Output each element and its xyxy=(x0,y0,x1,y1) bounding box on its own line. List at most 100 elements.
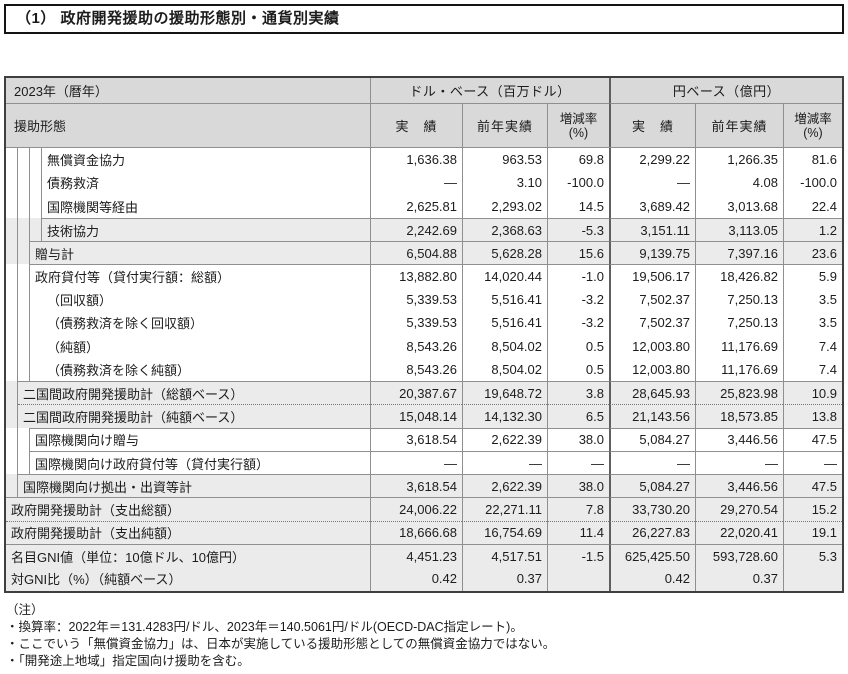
cell-jpy-change: 47.5 xyxy=(783,427,842,451)
cell-jpy-change: 22.4 xyxy=(783,194,842,218)
cell-usd-prev: 22,271.11 xyxy=(462,497,547,521)
cell-jpy-actual: 2,299.22 xyxy=(609,148,695,172)
usd-prev-header: 前年実績 xyxy=(462,103,547,147)
cell-jpy-change: 15.2 xyxy=(783,497,842,521)
cell-usd-change: 3.8 xyxy=(547,380,609,405)
cell-jpy-prev: 4.08 xyxy=(695,171,783,195)
cell-usd-prev: 2,293.02 xyxy=(462,194,547,218)
indent-guide xyxy=(6,474,18,498)
jpy-actual-header: 実 績 xyxy=(609,103,695,147)
cell-usd-change: -3.2 xyxy=(547,287,609,312)
cell-jpy-actual: 7,502.37 xyxy=(609,311,695,335)
table-row: 対GNI比（%）（純額ベース） 0.42 0.37 0.42 0.37 xyxy=(6,567,842,591)
table-header-columns-row: 援助形態 実 績 前年実績 増減率 (%) 実 績 前年実績 増減率 (%) xyxy=(6,103,842,147)
cell-usd-change xyxy=(547,567,609,591)
cell-jpy-actual: 33,730.20 xyxy=(609,497,695,521)
cell-jpy-prev: 7,250.13 xyxy=(695,287,783,312)
indent-guide xyxy=(18,287,30,312)
cell-jpy-change: 19.1 xyxy=(783,520,842,545)
table-row: 政府開発援助計（支出純額） 18,666.68 16,754.69 11.4 26,22… xyxy=(6,520,842,545)
cell-jpy-change: 47.5 xyxy=(783,474,842,498)
change-rate-label: 増減率 xyxy=(794,111,832,126)
indent-guide xyxy=(6,334,18,358)
jpy-prev-header: 前年実績 xyxy=(695,103,783,147)
indent-guide xyxy=(30,217,42,242)
note-grant-aid-definition: ・ここでいう「無償資金協力」は、日本が実施している援助形態としての無償資金協力で… xyxy=(6,636,556,651)
cell-jpy-actual: 5,084.27 xyxy=(609,474,695,498)
cell-jpy-prev: 0.37 xyxy=(695,567,783,591)
cell-usd-prev: 8,504.02 xyxy=(462,334,547,358)
cell-usd-actual: — xyxy=(370,171,462,195)
indent-guide xyxy=(6,264,18,288)
cell-usd-change: -1.5 xyxy=(547,544,609,568)
cell-jpy-change: — xyxy=(783,450,842,475)
usd-actual-header: 実 績 xyxy=(370,103,462,147)
indent-guide xyxy=(6,450,18,475)
cell-usd-prev: 963.53 xyxy=(462,148,547,172)
table-body: 無償資金協力 1,636.38 963.53 69.8 2,299.22 1,266.35… xyxy=(6,147,842,591)
aid-form-header-cell: 援助形態 xyxy=(6,103,370,147)
row-label: 政府貸付等（貸付実行額：総額） xyxy=(30,264,370,287)
table-row: 無償資金協力 1,636.38 963.53 69.8 2,299.22 1,266.35… xyxy=(6,148,842,172)
cell-usd-actual: 18,666.68 xyxy=(370,520,462,545)
section-title: （1） 政府開発援助の援助形態別・通貨別実績 xyxy=(4,4,844,34)
cell-jpy-prev: 7,250.13 xyxy=(695,311,783,335)
indent-guide xyxy=(6,194,18,218)
cell-usd-actual: 3,618.54 xyxy=(370,427,462,451)
cell-jpy-prev: 3,446.56 xyxy=(695,427,783,451)
cell-jpy-change: 13.8 xyxy=(783,404,842,428)
cell-usd-change: 0.5 xyxy=(547,357,609,381)
cell-usd-change: -5.3 xyxy=(547,217,609,242)
cell-usd-prev: — xyxy=(462,450,547,475)
cell-usd-actual: 0.42 xyxy=(370,567,462,591)
table-row: 二国間政府開発援助計（純額ベース） 15,048.14 14,132.30 6.5 21… xyxy=(6,404,842,428)
table-row: 国際機関向け政府貸付等（貸付実行額） — — — — — — xyxy=(6,450,842,475)
row-label: 二国間政府開発援助計（総額ベース） xyxy=(18,380,370,404)
row-label: 国際機関向け政府貸付等（貸付実行額） xyxy=(30,450,370,474)
cell-jpy-actual: 12,003.80 xyxy=(609,334,695,358)
table-header-units-row: 2023年（暦年） ドル・ベース（百万ドル） 円ベース（億円） xyxy=(6,78,842,103)
cell-jpy-prev: 593,728.60 xyxy=(695,544,783,568)
cell-jpy-prev: 11,176.69 xyxy=(695,334,783,358)
indent-guide xyxy=(18,264,30,288)
table-row: （純額） 8,543.26 8,504.02 0.5 12,003.80 11,176.6… xyxy=(6,334,842,358)
cell-usd-change: 38.0 xyxy=(547,427,609,451)
cell-jpy-actual: 0.42 xyxy=(609,567,695,591)
table-row: 国際機関向け贈与 3,618.54 2,622.39 38.0 5,084.27 3,44… xyxy=(6,427,842,451)
indent-guide xyxy=(6,148,18,172)
change-rate-label: 増減率 xyxy=(559,111,598,126)
cell-usd-actual: 2,625.81 xyxy=(370,194,462,218)
cell-usd-change: 7.8 xyxy=(547,497,609,521)
cell-jpy-actual: — xyxy=(609,171,695,195)
table-row: 国際機関向け拠出・出資等計 3,618.54 2,622.39 38.0 5,084.2… xyxy=(6,474,842,498)
cell-jpy-change: 3.5 xyxy=(783,311,842,335)
table-row: 贈与計 6,504.88 5,628.28 15.6 9,139.75 7,397.16 2… xyxy=(6,241,842,265)
note-exchange-rate: ・換算率：2022年＝131.4283円/ドル、2023年＝140.5061円/… xyxy=(6,619,523,634)
cell-usd-prev: 5,516.41 xyxy=(462,311,547,335)
indent-guide xyxy=(6,357,18,381)
row-label: 名目GNI値（単位：10億ドル、10億円） xyxy=(6,544,370,567)
notes-heading: （注） xyxy=(6,602,44,617)
row-label: 対GNI比（%）（純額ベース） xyxy=(11,572,182,588)
note-developing-regions: ・「開発途上地域」指定国向け援助を含む。 xyxy=(6,653,250,668)
cell-jpy-actual: 5,084.27 xyxy=(609,427,695,451)
cell-jpy-actual: — xyxy=(609,450,695,475)
indent-guide xyxy=(6,287,18,312)
notes: （注） ・換算率：2022年＝131.4283円/ドル、2023年＝140.50… xyxy=(4,602,844,670)
indent-guide xyxy=(18,427,30,451)
jpy-change-header: 増減率 (%) xyxy=(783,103,842,147)
cell-usd-prev: 8,504.02 xyxy=(462,357,547,381)
cell-jpy-prev: 25,823.98 xyxy=(695,380,783,405)
cell-jpy-actual: 7,502.37 xyxy=(609,287,695,312)
cell-jpy-change: -100.0 xyxy=(783,171,842,195)
cell-usd-prev: 2,622.39 xyxy=(462,474,547,498)
table-row: 政府貸付等（貸付実行額：総額） 13,882.80 14,020.44 -1.0 19,… xyxy=(6,264,842,288)
cell-jpy-change: 7.4 xyxy=(783,334,842,358)
row-label: 国際機関等経由 xyxy=(47,199,139,215)
table-row: 名目GNI値（単位：10億ドル、10億円） 4,451.23 4,517.51 -1.… xyxy=(6,544,842,568)
cell-usd-actual: 5,339.53 xyxy=(370,287,462,312)
cell-jpy-prev: 3,113.05 xyxy=(695,217,783,242)
table-row: 技術協力 2,242.69 2,368.63 -5.3 3,151.11 3,113.05… xyxy=(6,217,842,242)
cell-usd-actual: 2,242.69 xyxy=(370,217,462,242)
cell-jpy-actual: 625,425.50 xyxy=(609,544,695,568)
